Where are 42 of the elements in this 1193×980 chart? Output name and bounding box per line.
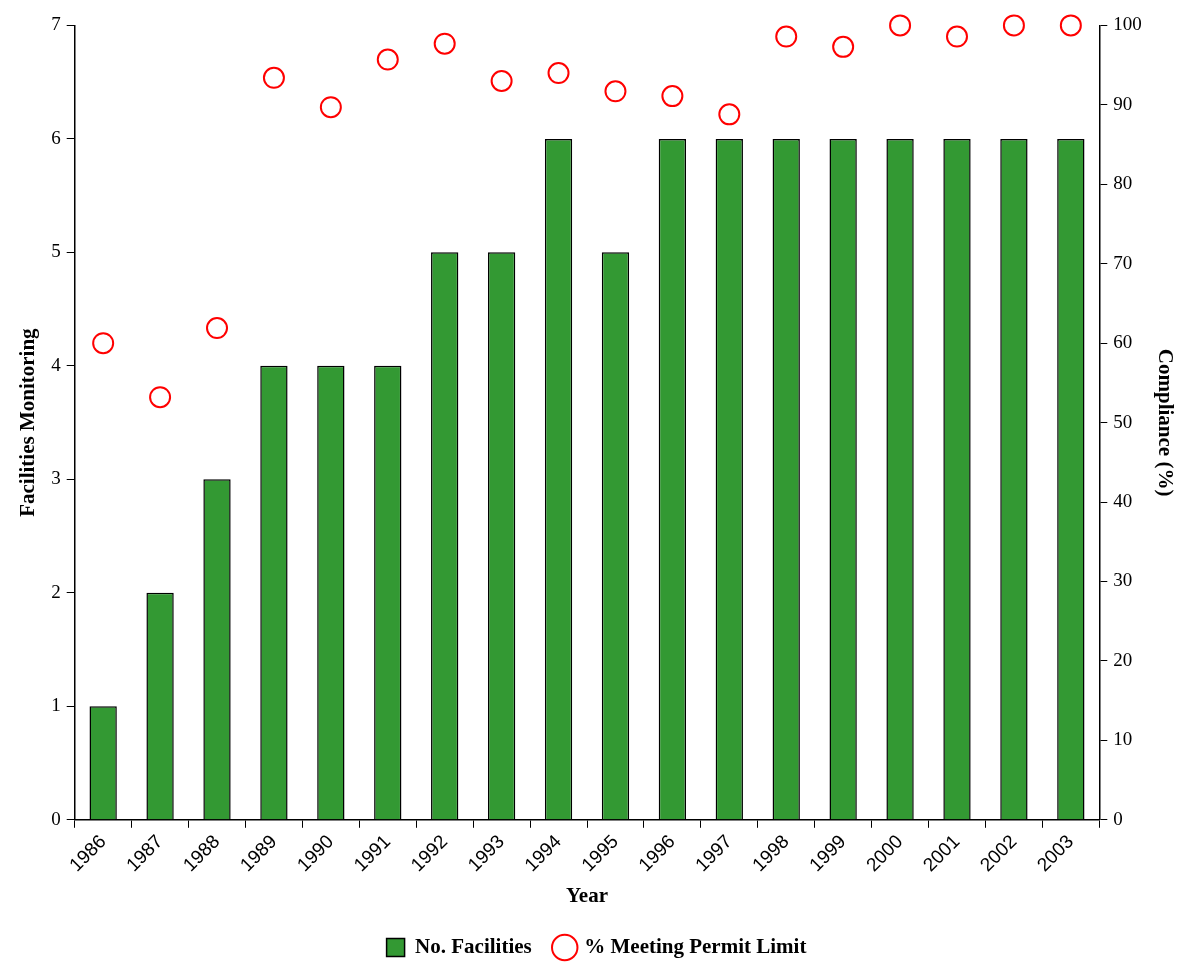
y2-tick-label: 0	[1113, 807, 1123, 829]
y-tick-label: 6	[51, 126, 61, 148]
point	[319, 96, 342, 119]
point	[1059, 14, 1082, 37]
y-tick-label: 3	[51, 467, 61, 489]
legend-label: No. Facilities	[415, 933, 532, 958]
point	[661, 85, 684, 108]
y2-tick-label: 20	[1113, 648, 1133, 670]
point	[490, 70, 513, 93]
y2-tick-label: 80	[1113, 172, 1133, 194]
point	[945, 25, 968, 48]
y-tick-label: 5	[51, 240, 61, 262]
point	[206, 317, 229, 340]
x-axis-title: Year	[566, 882, 608, 907]
y-tick-label: 2	[51, 580, 61, 602]
y-tick-label: 4	[51, 353, 62, 375]
y-tick-label: 1	[51, 694, 61, 716]
point	[832, 35, 855, 58]
point	[1002, 14, 1025, 37]
y2-axis-title: Compliance (%)	[1153, 348, 1178, 497]
y2-tick-label: 10	[1113, 728, 1133, 750]
point	[433, 32, 456, 55]
point	[604, 80, 627, 103]
point	[149, 386, 172, 409]
y2-tick-label: 40	[1113, 490, 1133, 512]
legend-label: % Meeting Permit Limit	[584, 933, 807, 958]
point	[262, 66, 285, 89]
y2-tick-label: 90	[1113, 92, 1133, 114]
point	[889, 14, 912, 37]
y2-tick-label: 70	[1113, 251, 1133, 273]
y2-tick-label: 60	[1113, 331, 1133, 353]
point	[775, 25, 798, 48]
point	[718, 103, 741, 126]
point	[547, 62, 570, 85]
y2-tick-label: 100	[1113, 13, 1142, 35]
y-tick-label: 0	[51, 807, 61, 829]
point	[92, 332, 115, 355]
y-axis-title: Facilities Monitoring	[15, 327, 40, 517]
y2-tick-label: 50	[1113, 410, 1133, 432]
y-tick-label: 7	[51, 13, 61, 35]
point	[376, 48, 399, 71]
y2-tick-label: 30	[1113, 569, 1133, 591]
